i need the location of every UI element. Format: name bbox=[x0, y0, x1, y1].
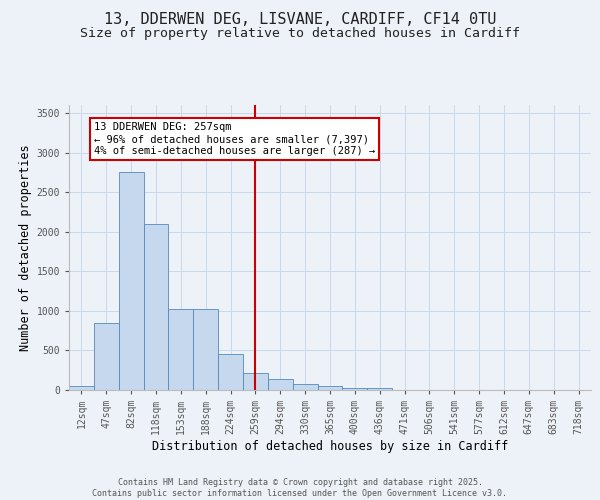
Bar bbox=[268, 380, 293, 390]
Bar bbox=[193, 309, 218, 390]
Bar bbox=[293, 384, 317, 390]
Bar bbox=[169, 309, 193, 390]
Bar bbox=[94, 322, 119, 390]
Bar bbox=[317, 386, 343, 390]
X-axis label: Distribution of detached houses by size in Cardiff: Distribution of detached houses by size … bbox=[152, 440, 508, 453]
Bar bbox=[119, 172, 143, 390]
Bar bbox=[69, 386, 94, 390]
Bar bbox=[218, 354, 243, 390]
Bar bbox=[343, 388, 367, 390]
Text: 13 DDERWEN DEG: 257sqm
← 96% of detached houses are smaller (7,397)
4% of semi-d: 13 DDERWEN DEG: 257sqm ← 96% of detached… bbox=[94, 122, 375, 156]
Text: Size of property relative to detached houses in Cardiff: Size of property relative to detached ho… bbox=[80, 28, 520, 40]
Bar bbox=[243, 372, 268, 390]
Text: 13, DDERWEN DEG, LISVANE, CARDIFF, CF14 0TU: 13, DDERWEN DEG, LISVANE, CARDIFF, CF14 … bbox=[104, 12, 496, 28]
Text: Contains HM Land Registry data © Crown copyright and database right 2025.
Contai: Contains HM Land Registry data © Crown c… bbox=[92, 478, 508, 498]
Bar bbox=[143, 224, 169, 390]
Bar bbox=[367, 388, 392, 390]
Y-axis label: Number of detached properties: Number of detached properties bbox=[19, 144, 32, 351]
